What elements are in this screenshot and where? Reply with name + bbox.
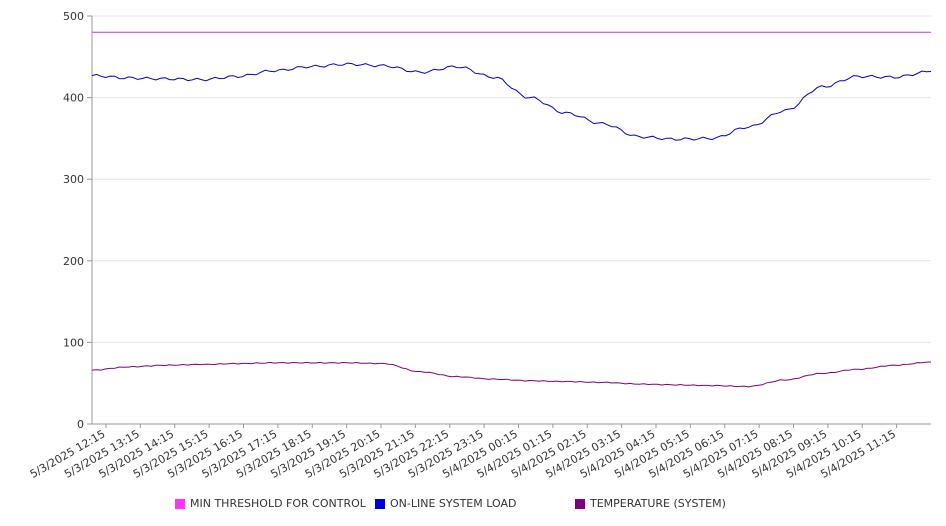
series-line-temperature-system [91,361,932,388]
chart-legend: MIN THRESHOLD FOR CONTROL ON-LINE SYSTEM… [0,497,946,515]
legend-label-system-load: ON-LINE SYSTEM LOAD [390,497,517,510]
legend-item-system-load[interactable]: ON-LINE SYSTEM LOAD [375,497,516,510]
y-tick-label: 500 [63,10,84,23]
y-tick-labels: 0 100 200 300 400 500 [63,10,84,431]
legend-swatch-temperature [575,498,585,509]
legend-swatch-system-load [375,498,385,509]
legend-item-min-threshold[interactable]: MIN THRESHOLD FOR CONTROL [175,497,366,510]
legend-item-temperature[interactable]: TEMPERATURE (SYSTEM) [575,497,726,510]
y-tick-label: 300 [63,173,84,186]
legend-label-min-threshold: MIN THRESHOLD FOR CONTROL [190,497,366,510]
legend-label-temperature: TEMPERATURE (SYSTEM) [590,497,726,510]
legend-swatch-min-threshold [175,498,185,509]
series-lines [91,31,932,388]
axes [87,15,931,428]
grid-lines [92,15,931,343]
y-tick-label: 200 [63,255,84,268]
series-line-on-line-system-load [91,62,932,141]
y-tick-label: 400 [63,92,84,105]
y-tick-label: 0 [77,418,84,431]
y-tick-label: 100 [63,336,84,349]
x-tick-labels: 5/3/2025 12:155/3/2025 13:155/3/2025 14:… [28,427,898,481]
